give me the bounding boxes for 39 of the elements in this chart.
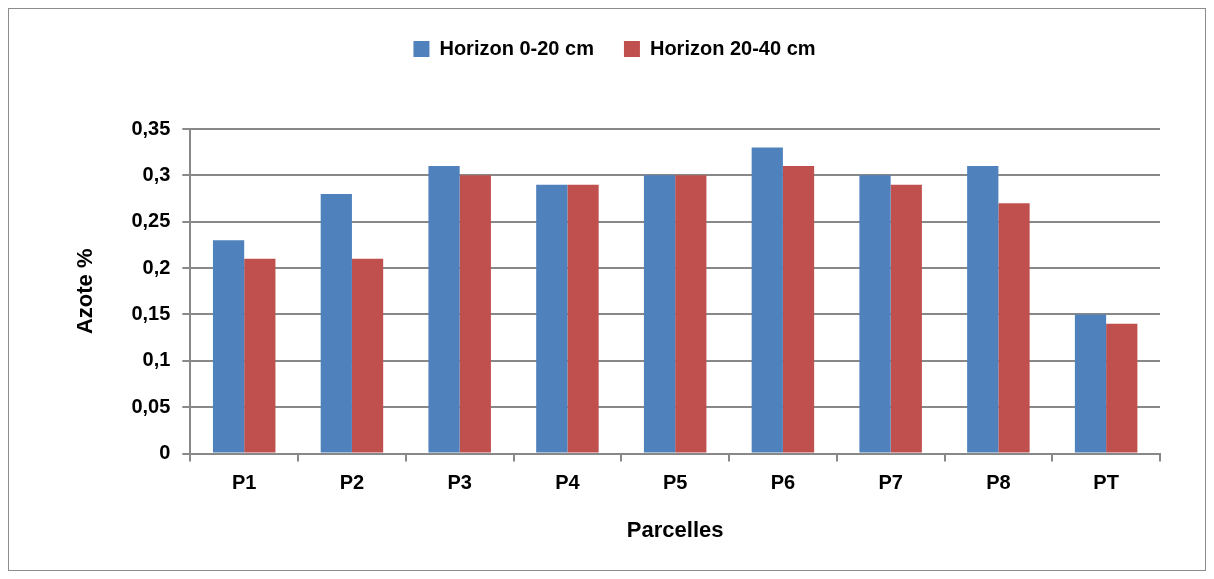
- x-tick-label: PT: [1093, 471, 1119, 494]
- y-tick-label: 0,3: [142, 162, 171, 185]
- x-tick-label: P5: [662, 471, 688, 494]
- bar: [320, 193, 352, 453]
- bar: [643, 175, 676, 453]
- bar: [536, 184, 568, 453]
- bar: [890, 184, 922, 453]
- y-tick-label: 0: [159, 441, 171, 464]
- x-tick-label: P6: [770, 471, 796, 494]
- bar: [859, 175, 891, 453]
- y-tick-label: 0,1: [142, 348, 171, 371]
- x-tick-label: P7: [878, 471, 903, 494]
- bar: [675, 175, 707, 453]
- bar: [212, 240, 245, 453]
- bar: [428, 166, 460, 453]
- y-tick-label: 0,25: [131, 209, 171, 232]
- x-tick-label: P8: [986, 471, 1011, 494]
- legend-label: Horizon 0-20 cm: [439, 36, 594, 59]
- bar: [459, 175, 491, 453]
- bar: [351, 258, 384, 453]
- bar: [967, 166, 999, 453]
- y-tick-label: 0,05: [131, 394, 171, 417]
- x-tick-label: P1: [231, 471, 257, 494]
- y-tick-label: 0,35: [131, 116, 171, 139]
- y-axis-title: Azote %: [72, 248, 98, 335]
- y-tick-label: 0,2: [142, 255, 171, 278]
- x-tick-label: P2: [339, 471, 365, 494]
- legend-label: Horizon 20-40 cm: [649, 36, 816, 59]
- bar: [244, 258, 276, 453]
- bar: [567, 184, 599, 453]
- x-tick-label: P3: [447, 471, 472, 494]
- y-tick-label: 0,15: [131, 302, 171, 324]
- x-tick-label: P4: [555, 471, 581, 494]
- bar: [998, 203, 1030, 453]
- bar: [1106, 323, 1138, 453]
- bar: [782, 166, 815, 453]
- x-axis-title: Parcelles: [626, 516, 724, 542]
- bar: [751, 147, 783, 453]
- bar: [1074, 314, 1107, 453]
